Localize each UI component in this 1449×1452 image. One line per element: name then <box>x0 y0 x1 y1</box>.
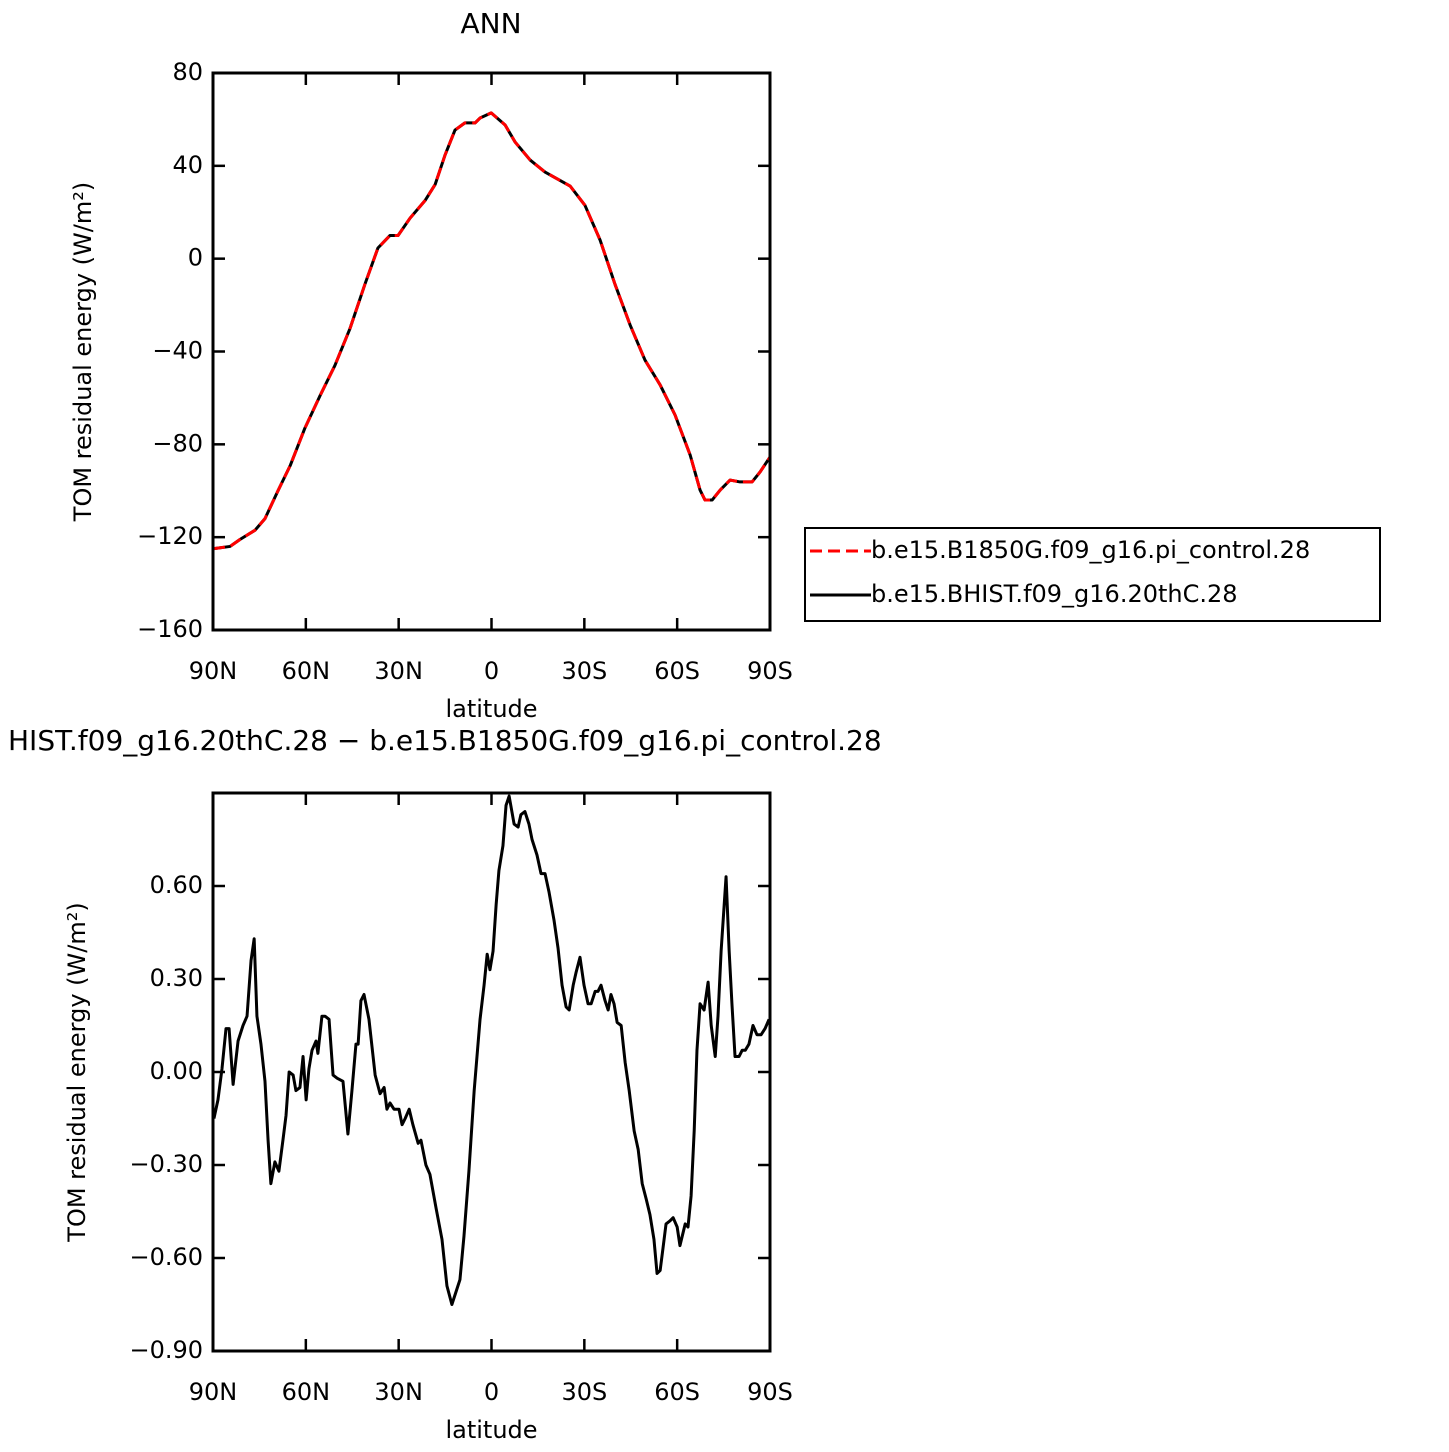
x-tick-label: 60N <box>282 1378 331 1406</box>
y-tick-label: 0.00 <box>150 1057 203 1085</box>
legend-label: b.e15.BHIST.f09_g16.20thC.28 <box>871 580 1238 608</box>
x-tick-label: 90N <box>189 657 238 685</box>
y-tick-label: −40 <box>152 337 203 365</box>
y-tick-label: −0.60 <box>129 1243 203 1271</box>
data-line <box>212 794 771 1306</box>
x-tick-label: 90S <box>747 1378 793 1406</box>
x-tick-label: 60S <box>654 1378 700 1406</box>
data-line <box>212 111 772 551</box>
y-axis-label: TOM residual energy (W/m²) <box>63 902 91 1242</box>
legend-box <box>804 527 1381 622</box>
x-tick-label: 60N <box>282 657 331 685</box>
x-tick-label: 30S <box>561 1378 607 1406</box>
y-tick-label: −120 <box>137 522 203 550</box>
chart-title: HIST.f09_g16.20thC.28 − b.e15.B1850G.f09… <box>8 724 882 757</box>
plot-frame <box>211 791 772 1353</box>
x-tick-label: 30N <box>374 657 423 685</box>
x-tick-label: 30N <box>374 1378 423 1406</box>
y-tick-label: 0 <box>188 244 203 272</box>
y-tick-label: 0.30 <box>150 964 203 992</box>
x-tick-label: 90N <box>189 1378 238 1406</box>
x-tick-label: 60S <box>654 657 700 685</box>
x-tick-label: 0 <box>484 657 499 685</box>
y-axis-label: TOM residual energy (W/m²) <box>69 182 97 522</box>
y-tick-label: 80 <box>172 58 203 86</box>
y-tick-label: −0.30 <box>129 1150 203 1178</box>
y-tick-label: −0.90 <box>129 1336 203 1364</box>
chart-title: ANN <box>460 7 521 40</box>
y-tick-label: −80 <box>152 429 203 457</box>
x-tick-label: 0 <box>484 1378 499 1406</box>
x-axis-label: latitude <box>445 695 537 723</box>
legend-label: b.e15.B1850G.f09_g16.pi_control.28 <box>871 536 1310 564</box>
x-tick-label: 30S <box>561 657 607 685</box>
plot-frame <box>211 71 772 632</box>
y-tick-label: 0.60 <box>150 871 203 899</box>
x-tick-label: 90S <box>747 657 793 685</box>
x-axis-label: latitude <box>445 1416 537 1444</box>
data-line <box>212 111 772 551</box>
y-tick-label: 40 <box>172 151 203 179</box>
y-tick-label: −160 <box>137 615 203 643</box>
